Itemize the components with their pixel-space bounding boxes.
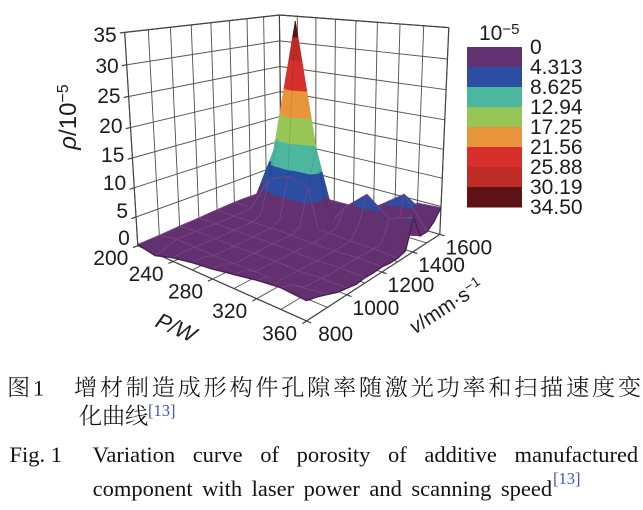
svg-text:30: 30	[95, 55, 118, 78]
svg-text:12.94: 12.94	[530, 96, 583, 119]
svg-text:240: 240	[129, 263, 164, 286]
svg-text:[13]: [13]	[553, 469, 581, 488]
svg-text:25: 25	[97, 85, 120, 108]
svg-text:1200: 1200	[388, 274, 435, 297]
svg-text:15: 15	[101, 144, 124, 167]
svg-text:360: 360	[262, 322, 297, 345]
svg-text:21.56: 21.56	[530, 136, 583, 159]
svg-text:ρ/10−5: ρ/10−5	[55, 84, 82, 150]
svg-text:Fig. 1: Fig. 1	[10, 442, 63, 467]
svg-text:Variation curve of porosity of: Variation curve of porosity of additive …	[93, 442, 639, 467]
svg-text:8.625: 8.625	[530, 76, 583, 99]
svg-text:35: 35	[93, 24, 116, 47]
svg-text:5: 5	[116, 200, 128, 223]
svg-text:800: 800	[318, 323, 353, 346]
svg-text:17.25: 17.25	[530, 116, 583, 139]
svg-text:0: 0	[530, 36, 542, 59]
svg-text:component with laser power and: component with laser power and scanning …	[93, 476, 553, 501]
svg-text:1000: 1000	[353, 297, 400, 320]
svg-text:25.88: 25.88	[530, 156, 583, 179]
svg-text:20: 20	[99, 115, 122, 138]
svg-text:280: 280	[168, 281, 203, 304]
svg-text:200: 200	[93, 247, 128, 270]
svg-text:34.50: 34.50	[530, 196, 583, 219]
svg-text:1600: 1600	[445, 236, 492, 259]
svg-text:4.313: 4.313	[530, 56, 583, 79]
svg-text:320: 320	[212, 300, 247, 323]
svg-text:10: 10	[103, 172, 126, 195]
svg-text:30.19: 30.19	[530, 176, 583, 199]
svg-text:[13]: [13]	[148, 401, 176, 420]
svg-text:1400: 1400	[418, 254, 465, 277]
svg-text:0: 0	[118, 227, 130, 250]
svg-text:1: 1	[33, 376, 44, 401]
